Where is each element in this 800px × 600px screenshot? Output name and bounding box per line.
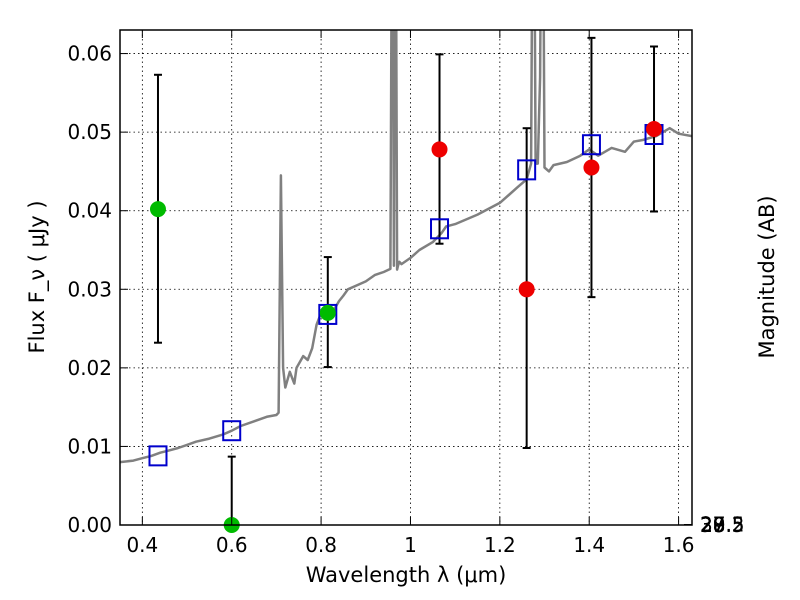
observed-flux-point [431,141,448,158]
y2-tick-label: 27.5 [700,513,745,537]
errorbars [153,36,659,526]
y-tick-label: 0.02 [67,356,112,380]
observed-flux-point [646,121,663,137]
y2-tick-label: 29 [700,513,725,537]
axis-ticks [120,30,692,526]
model-flux-marker [148,445,168,467]
plot-area [120,30,692,464]
sed-model-line [120,30,692,464]
y-tick-label: 0.04 [67,199,112,223]
y2-axis-label: Magnitude (AB) [755,195,779,358]
model-flux-marker [430,218,450,240]
y2-tick-label: 30 [700,513,725,537]
x-tick-label: 1.4 [573,533,605,557]
x-tick-label: 0.6 [216,533,248,557]
x-tick-label: 1 [404,533,417,557]
observed-flux-point [583,159,600,176]
y-tick-label: 0.05 [67,120,112,144]
model-flux-marker [581,134,601,156]
y-tick-label: 0.06 [67,42,112,66]
markers [148,121,664,533]
y2-tick-label: 27 [700,513,725,537]
grid [120,30,692,526]
x-tick-label: 1.2 [484,533,516,557]
y-tick-label: 0.00 [67,513,112,537]
model-flux-marker [222,420,242,442]
y2-tick-label: 27.2 [700,513,745,537]
observed-flux-point [319,304,336,321]
x-axis-label: Wavelength λ (μm) [306,563,507,587]
x-tick-label: 0.8 [305,533,337,557]
y-axis-label: Flux F_ν ( μJy ) [25,200,50,353]
observed-flux-point [518,281,535,298]
x-tick-label: 0.4 [126,533,158,557]
model-flux-marker [517,159,537,181]
y2-tick-label: 28.5 [700,513,745,537]
x-tick-label: 1.6 [663,533,695,557]
axis-tick-labels: 0.4 0.6 0.8 1 1.2 1.4 1.6 0.00 0.01 0.02 0.03 0.04 0… [67,42,744,557]
plot-frame [119,29,693,526]
observed-flux-point [149,201,166,218]
y-tick-label: 0.03 [67,277,112,301]
y2-tick-label: 28 [700,513,725,537]
y-tick-label: 0.01 [67,434,112,458]
